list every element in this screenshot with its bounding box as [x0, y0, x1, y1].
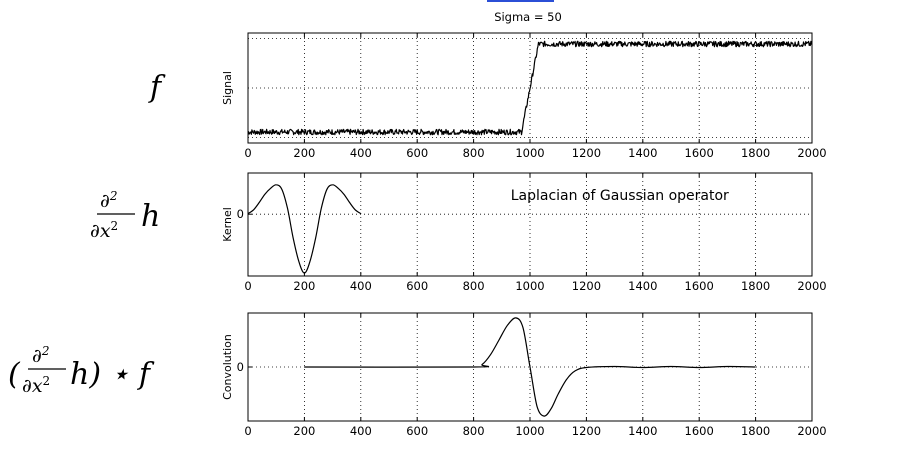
- x-tick-label: 1000: [515, 424, 544, 438]
- series-line: [247, 40, 813, 136]
- x-tick-label: 600: [406, 424, 428, 438]
- conv-rest: h) ⋆ f: [70, 357, 155, 392]
- denominator-dx2: ∂x2: [90, 219, 118, 242]
- plot-annotation: Laplacian of Gaussian operator: [511, 188, 729, 204]
- x-tick-label: 200: [293, 424, 315, 438]
- x-tick-label: 1200: [572, 279, 601, 293]
- x-tick-label: 1400: [628, 279, 657, 293]
- kernel-symbol: h: [141, 199, 160, 234]
- conv-numerator-d2: ∂2: [32, 344, 49, 367]
- x-tick-label: 0: [244, 279, 251, 293]
- x-tick-label: 1800: [741, 146, 770, 160]
- x-tick-label: 400: [350, 424, 372, 438]
- series-line: [304, 317, 756, 417]
- x-tick-label: 0: [244, 146, 251, 160]
- x-tick-label: 1200: [572, 146, 601, 160]
- x-tick-label: 600: [406, 279, 428, 293]
- x-tick-label: 800: [463, 146, 485, 160]
- signal-panel: 0 200 400 600 800 1000 1200 1400 1600 1800 2000 Sig…: [221, 32, 827, 160]
- x-tick-label: 1800: [741, 424, 770, 438]
- x-tick-label: 200: [293, 279, 315, 293]
- x-tick-label: 200: [293, 146, 315, 160]
- top-link-underline: [487, 0, 554, 2]
- x-tick-label: 2000: [797, 279, 826, 293]
- convolution-panel: 0 200 400 600 800 1000 1200 1400 1600 1800 20000Co…: [221, 312, 827, 438]
- conv-denominator-dx2: ∂x2: [22, 374, 50, 397]
- x-tick-label: 800: [463, 279, 485, 293]
- x-tick-label: 400: [350, 279, 372, 293]
- x-tick-label: 1000: [515, 146, 544, 160]
- top-title: Sigma = 50: [494, 10, 562, 24]
- x-tick-label: 2000: [797, 146, 826, 160]
- x-tick-label: 800: [463, 424, 485, 438]
- row-label-kernel: ∂2 ∂x2 h: [90, 189, 160, 242]
- numerator-d2: ∂2: [100, 189, 117, 212]
- row-label-signal: f: [148, 70, 166, 105]
- x-tick-label: 400: [350, 146, 372, 160]
- y-axis-label: Kernel: [221, 207, 234, 242]
- x-tick-label: 0: [244, 424, 251, 438]
- x-tick-label: 1600: [685, 424, 714, 438]
- x-tick-label: 1600: [685, 146, 714, 160]
- y-tick-label: 0: [237, 360, 244, 374]
- y-axis-label: Convolution: [221, 334, 234, 400]
- series-line: [247, 184, 362, 274]
- x-tick-label: 1800: [741, 279, 770, 293]
- x-tick-label: 1600: [685, 279, 714, 293]
- x-tick-label: 1000: [515, 279, 544, 293]
- y-axis-label: Signal: [221, 71, 234, 105]
- row-label-convolution: ( ∂2 ∂x2 h) ⋆ f: [8, 344, 155, 397]
- kernel-panel: 0 200 400 600 800 1000 1200 1400 1600 1800 20000Ke…: [221, 172, 827, 293]
- open-paren: (: [8, 357, 21, 392]
- x-tick-label: 1400: [628, 424, 657, 438]
- y-tick-label: 0: [237, 207, 244, 221]
- x-tick-label: 2000: [797, 424, 826, 438]
- x-tick-label: 1200: [572, 424, 601, 438]
- x-tick-label: 1400: [628, 146, 657, 160]
- x-tick-label: 600: [406, 146, 428, 160]
